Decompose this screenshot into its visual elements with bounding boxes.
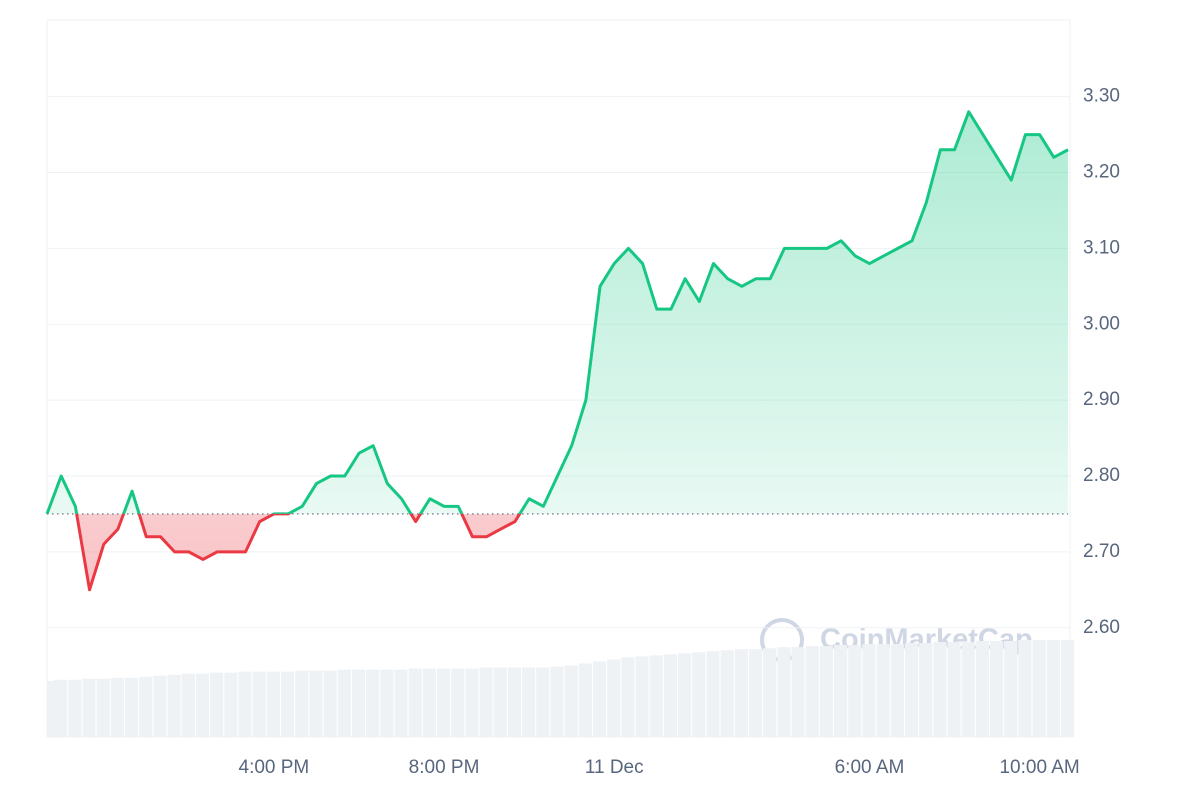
volume-bar [720, 650, 734, 737]
volume-bar [834, 645, 848, 737]
volume-bar [635, 656, 649, 737]
y-tick-label: 2.80 [1083, 465, 1120, 486]
volume-bar [734, 649, 748, 737]
volume-bar [210, 672, 224, 737]
volume-bar [522, 667, 536, 737]
volume-bar [990, 641, 1004, 737]
volume-bar [82, 678, 96, 737]
volume-bar [507, 667, 522, 737]
volume-bar [195, 673, 210, 737]
volume-bar [592, 661, 607, 737]
volume-bar [933, 642, 947, 737]
volume-bar [890, 644, 904, 737]
volume-bar [408, 668, 422, 737]
volume-bar [1046, 640, 1060, 737]
volume-bar [493, 667, 507, 737]
volume-bar [607, 659, 621, 737]
volume-bar [663, 654, 678, 737]
volume-bar [68, 679, 82, 737]
volume-bar [862, 644, 876, 737]
volume-bar [309, 670, 323, 737]
volume-bar [252, 671, 266, 737]
volume-bar [124, 677, 139, 737]
volume-bar [422, 668, 436, 737]
volume-bar [1032, 640, 1046, 737]
volume-bar [394, 669, 408, 737]
volume-bar [451, 668, 465, 737]
volume-bar [366, 669, 380, 737]
volume-bar [153, 675, 167, 737]
volume-bar [947, 642, 961, 737]
volume-bar [295, 670, 309, 737]
volume-bar [777, 647, 791, 737]
volume-bar [678, 653, 692, 737]
price-line-down [47, 513, 522, 592]
x-tick-label: 11 Dec [585, 757, 644, 778]
volume-bar [224, 672, 238, 737]
volume-bar [181, 673, 195, 737]
volume-bar [805, 646, 819, 737]
volume-bar [436, 668, 451, 737]
volume-bar [380, 669, 394, 737]
volume-bar [706, 651, 720, 737]
volume-bar [748, 649, 763, 737]
area-down [76, 513, 520, 590]
volume-bar [465, 668, 479, 737]
volume-bar [876, 644, 890, 737]
y-tick-label: 2.90 [1083, 389, 1120, 410]
volume-bar [848, 645, 862, 737]
volume-bar [238, 671, 252, 737]
y-tick-label: 3.30 [1083, 86, 1120, 107]
x-tick-label: 6:00 AM [835, 757, 905, 778]
volume-bar [110, 677, 124, 737]
volume-bar [323, 670, 337, 737]
volume-bar [621, 657, 635, 737]
x-tick-label: 4:00 PM [239, 757, 310, 778]
volume-bar [280, 671, 295, 737]
volume-bar [139, 676, 153, 737]
volume-bar [819, 646, 834, 737]
volume-bar [578, 663, 592, 737]
volume-bar [266, 671, 280, 737]
volume-bar [975, 641, 990, 737]
y-tick-label: 3.00 [1083, 313, 1120, 334]
volume-bar [692, 652, 706, 737]
volume-bar [649, 655, 663, 737]
volume-bar [96, 678, 110, 737]
y-tick-label: 3.20 [1083, 162, 1120, 183]
volume-bar [564, 665, 578, 737]
volume-bar [536, 667, 550, 737]
y-tick-label: 3.10 [1083, 237, 1120, 258]
area-up [47, 111, 1068, 514]
volume-bar [1018, 640, 1032, 737]
volume-bar [54, 679, 68, 737]
price-line-up [45, 110, 1069, 514]
volume-bar [167, 674, 181, 737]
volume-bar [1060, 640, 1075, 737]
y-tick-label: 2.70 [1083, 541, 1120, 562]
x-tick-label: 10:00 AM [999, 757, 1079, 778]
volume-bar [763, 648, 777, 737]
volume-bar [337, 669, 351, 737]
x-tick-label: 8:00 PM [409, 757, 480, 778]
volume-bar [351, 669, 366, 737]
volume-bar [919, 643, 933, 737]
volume-bar [479, 667, 493, 737]
volume-bar [550, 666, 564, 737]
y-tick-label: 2.60 [1083, 617, 1120, 638]
volume-bar [961, 642, 975, 737]
volume-bar [904, 643, 919, 737]
volume-bar [791, 647, 805, 737]
volume-bar [1004, 641, 1018, 737]
